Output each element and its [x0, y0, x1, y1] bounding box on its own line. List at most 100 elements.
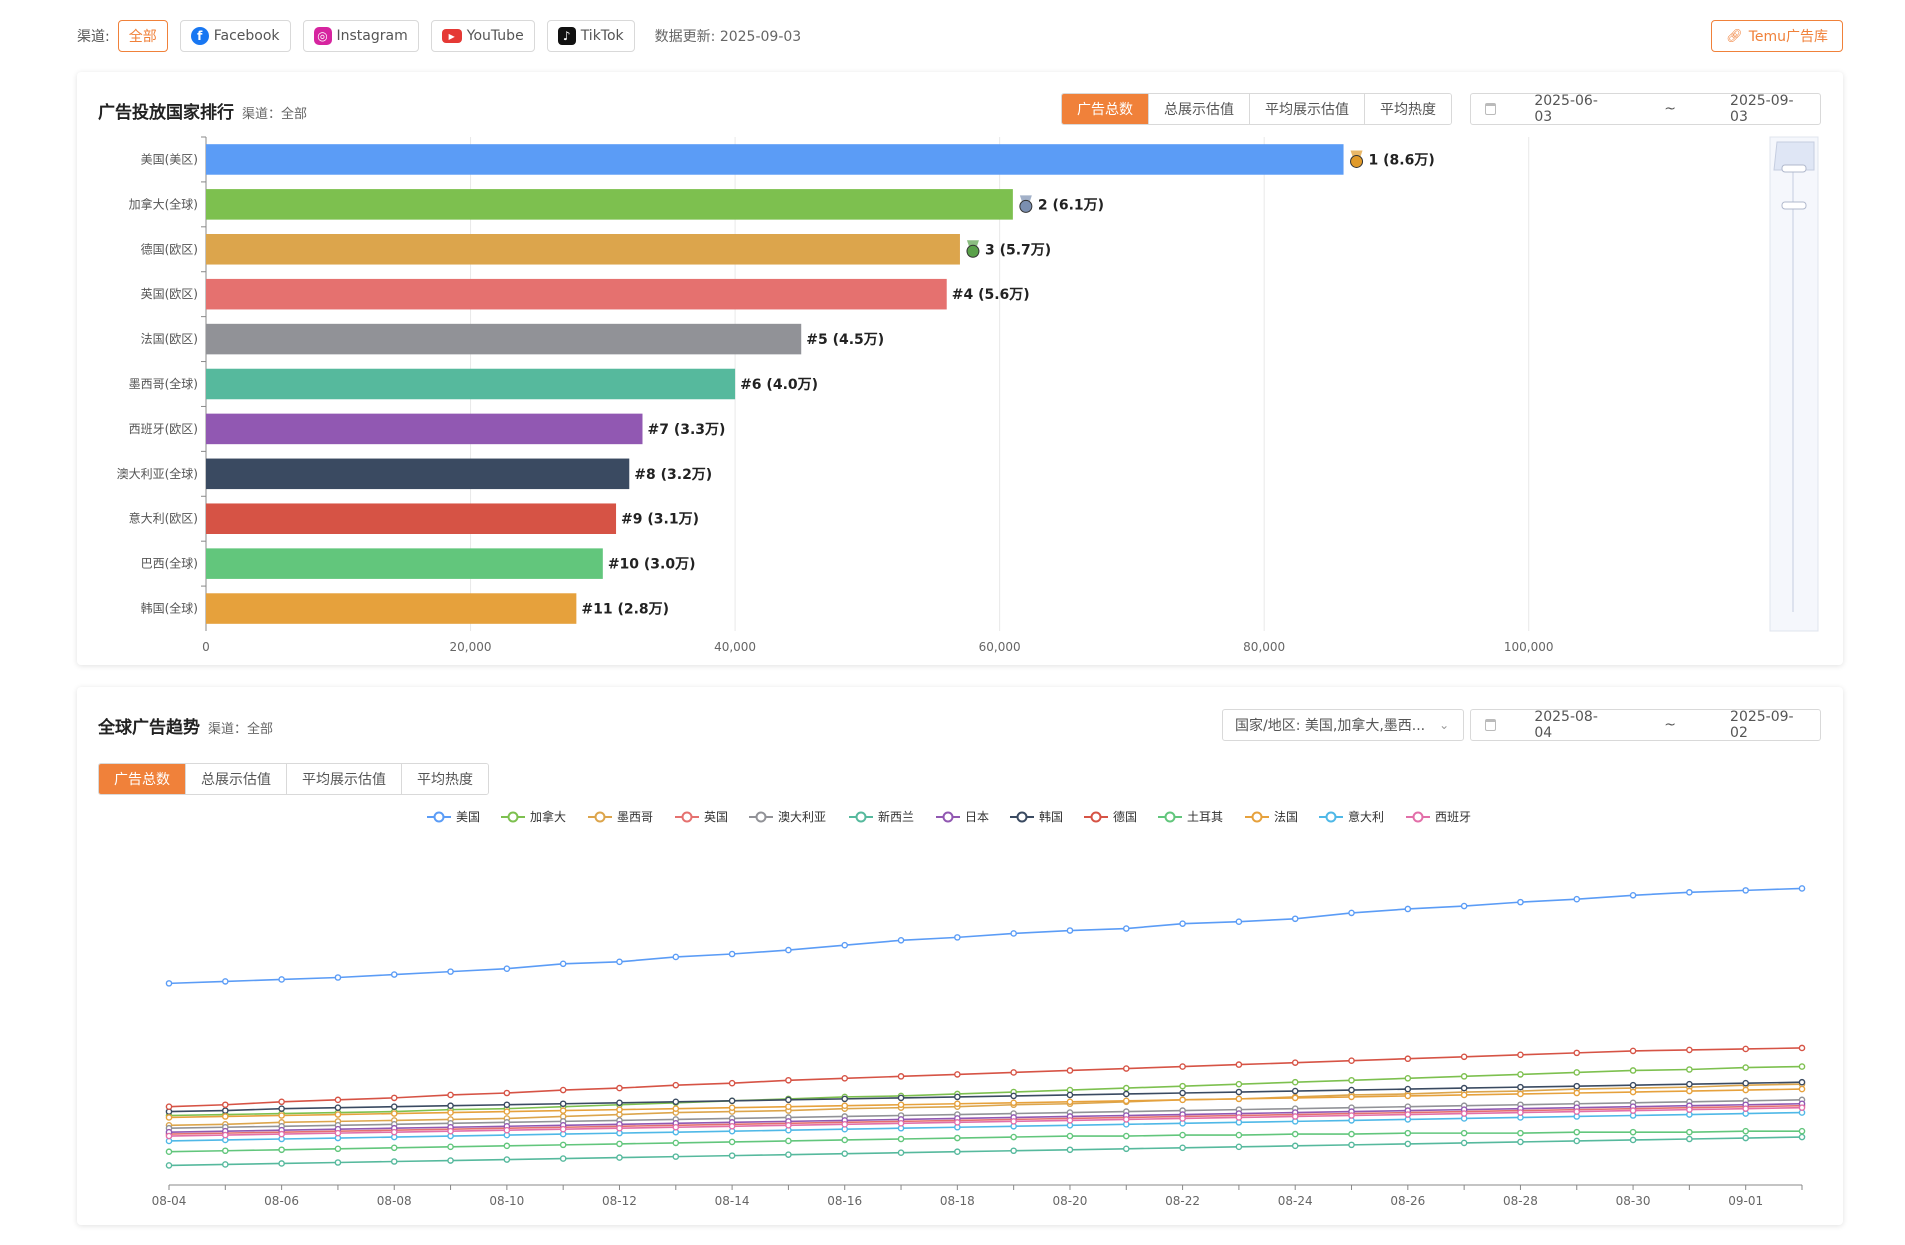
- data-point: [1629, 891, 1637, 899]
- bar-value-label: #8 (3.2万): [634, 467, 712, 483]
- data-point: [1517, 898, 1524, 906]
- data-point: [1404, 1140, 1412, 1148]
- data-point: [1517, 1138, 1524, 1146]
- tab-ad-count[interactable]: 广告总数: [1062, 94, 1149, 124]
- tab-avg-heat[interactable]: 平均热度: [1365, 94, 1451, 124]
- legend-label: 澳大利亚: [778, 810, 826, 824]
- channel-youtube-button[interactable]: ▶ YouTube: [430, 20, 535, 52]
- series-path: [168, 887, 1803, 985]
- data-point: [1235, 1114, 1243, 1121]
- tab-avg-heat[interactable]: 平均热度: [402, 764, 488, 794]
- data-point: [1629, 1128, 1637, 1136]
- x-tick-label: 08-30: [1616, 1194, 1651, 1208]
- channel-tiktok-button[interactable]: ♪ TikTok: [546, 20, 635, 52]
- data-point: [841, 1102, 849, 1110]
- legend-label: 英国: [704, 810, 728, 824]
- data-point: [1122, 1145, 1130, 1153]
- legend-item: 日本: [936, 810, 989, 824]
- tab-avg-impressions[interactable]: 平均展示估值: [1250, 94, 1365, 124]
- data-point: [785, 1137, 792, 1145]
- legend-label: 韩国: [1039, 809, 1063, 824]
- bar: [206, 593, 577, 624]
- data-point: [1460, 902, 1468, 910]
- data-point: [897, 937, 905, 944]
- series-line: [165, 1127, 1806, 1156]
- bar: [206, 503, 617, 534]
- data-point: [897, 1094, 905, 1102]
- data-point: [390, 1158, 398, 1165]
- data-point: [334, 1129, 342, 1137]
- legend-label: 土耳其: [1187, 810, 1223, 824]
- data-point: [1122, 1090, 1130, 1098]
- data-point: [1179, 1131, 1186, 1139]
- channel-facebook-button[interactable]: f Facebook: [179, 20, 291, 52]
- ranking-date-end: 2025-09-03: [1730, 93, 1794, 125]
- data-point: [1235, 1088, 1243, 1096]
- bar: [206, 144, 1344, 175]
- data-point: [841, 941, 849, 949]
- data-point: [1122, 1097, 1130, 1105]
- channel-instagram-button[interactable]: ◎ Instagram: [302, 20, 419, 52]
- x-tick-label: 08-18: [940, 1194, 975, 1208]
- data-point: [1010, 1118, 1017, 1125]
- data-point: [1291, 1094, 1299, 1102]
- bar: [206, 458, 630, 490]
- data-point: [954, 1071, 961, 1078]
- data-point: [1573, 1137, 1581, 1145]
- data-point: [503, 1108, 511, 1115]
- series-path: [168, 1136, 1803, 1167]
- data-point: [278, 1146, 285, 1154]
- legend-item: 法国: [1245, 810, 1298, 824]
- data-point: [1179, 1089, 1186, 1097]
- data-point: [672, 1123, 680, 1131]
- data-point: [1348, 1141, 1355, 1149]
- data-point: [1517, 1051, 1524, 1059]
- tab-total-impressions[interactable]: 总展示估值: [1149, 94, 1250, 124]
- legend-item: 加拿大: [501, 809, 566, 824]
- legend-item: 澳大利亚: [749, 810, 826, 824]
- tab-total-impressions[interactable]: 总展示估值: [186, 764, 287, 794]
- legend-item: 墨西哥: [588, 810, 653, 824]
- data-point: [165, 1114, 173, 1121]
- legend-item: 新西兰: [849, 809, 914, 824]
- data-point: [841, 1075, 849, 1082]
- data-point: [616, 1106, 623, 1113]
- data-point: [1179, 1144, 1186, 1152]
- series-path: [168, 1099, 1803, 1130]
- data-point: [1066, 1117, 1074, 1124]
- silver-medal-icon: [1019, 195, 1033, 213]
- trend-date-range[interactable]: 2025-08-04 ~ 2025-09-02: [1470, 709, 1821, 741]
- y-tick-label: 巴西(全球): [141, 556, 198, 571]
- data-point: [1573, 1069, 1581, 1076]
- data-point: [1348, 1093, 1355, 1101]
- data-point: [1291, 1078, 1299, 1086]
- channel-all-button[interactable]: 全部: [117, 20, 168, 52]
- data-point: [559, 1125, 567, 1133]
- data-point: [503, 1101, 511, 1109]
- tab-avg-impressions[interactable]: 平均展示估值: [287, 764, 402, 794]
- x-tick-label: 08-04: [152, 1194, 187, 1208]
- tab-ad-count[interactable]: 广告总数: [99, 764, 186, 794]
- data-point: [1066, 1132, 1074, 1140]
- x-tick-label: 08-08: [377, 1194, 412, 1208]
- x-tick-label: 08-22: [1165, 1194, 1200, 1208]
- data-point: [1573, 1128, 1581, 1136]
- bar-value-label: 3 (5.7万): [985, 242, 1051, 258]
- legend-label: 意大利: [1348, 809, 1384, 824]
- chevron-down-icon: ⌄: [1439, 718, 1450, 732]
- legend-item: 美国: [427, 810, 480, 824]
- temu-ad-library-button[interactable]: 🔗︎ Temu广告库: [1711, 20, 1843, 52]
- x-tick-label: 08-28: [1503, 1194, 1538, 1208]
- data-point: [1798, 885, 1806, 892]
- data-point: [1742, 1064, 1749, 1071]
- data-point: [1629, 1088, 1637, 1096]
- ranking-date-range[interactable]: 2025-06-03 ~ 2025-09-03: [1470, 93, 1821, 125]
- series-path: [168, 1047, 1803, 1108]
- data-point: [672, 1098, 680, 1106]
- country-select[interactable]: 国家/地区: 美国,加拿大,墨西... ⌄: [1222, 709, 1464, 741]
- data-point: [616, 1140, 623, 1148]
- data-point: [1235, 1131, 1243, 1139]
- data-point: [728, 1122, 736, 1130]
- data-point: [616, 1084, 623, 1092]
- series-line: [165, 1096, 1806, 1132]
